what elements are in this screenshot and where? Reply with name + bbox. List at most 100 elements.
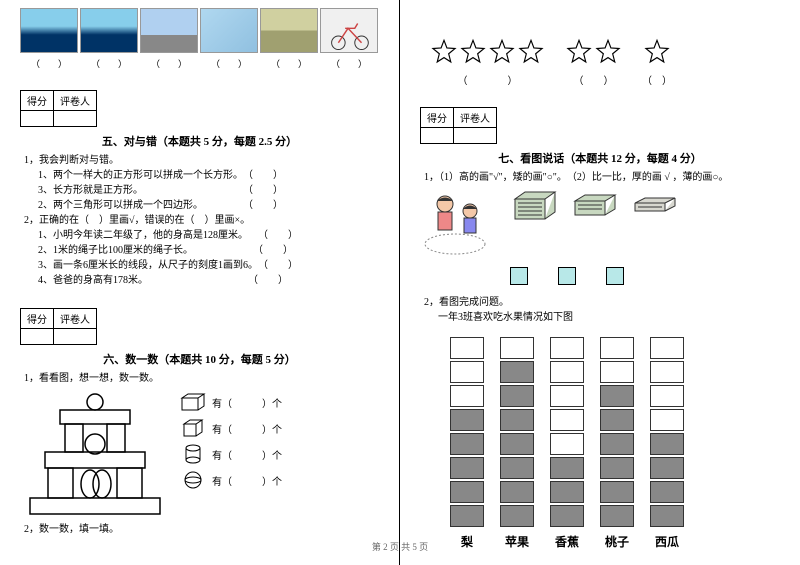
bar-cell [500,505,534,527]
books-row [510,189,680,224]
bar-cell [450,361,484,383]
star-icon [643,38,671,66]
bar-cell [500,457,534,479]
count-cylinder: 有（ ）个 [180,444,282,464]
score-box-5: 得分评卷人 [20,90,97,127]
grader-label: 评卷人 [54,91,97,111]
grader-label: 评卷人 [54,309,97,329]
bar-cell [600,385,634,407]
vehicle-images [20,8,379,53]
paren: （ ） [80,57,138,70]
count-cuboid: 有（ ）个 [180,392,282,412]
bar-cell [600,337,634,359]
score-blank[interactable] [21,329,54,345]
bar-cell [550,385,584,407]
star-paren: （ ） [574,72,614,87]
blocks-figure [20,392,170,522]
star-icon [594,38,622,66]
bar-column [600,337,634,527]
answer-squares [510,267,780,285]
bar-cell [550,337,584,359]
grader-blank[interactable] [54,111,97,127]
star-icon [459,38,487,66]
score-label: 得分 [21,91,54,111]
bar-cell [550,505,584,527]
count-sphere: 有（ ）个 [180,470,282,490]
image-paren-row: （ ） （ ） （ ） （ ） （ ） （ ） [20,57,379,70]
count-label: 有（ ）个 [212,447,282,462]
q7-2: 2，看图完成问题。 [424,295,780,310]
image-ship [20,8,78,53]
q5-2-3: 3、画一条6厘米长的线段，从尺子的刻度1画到6。 （ ） [38,258,379,273]
bar-cell [600,361,634,383]
image-ferry [80,8,138,53]
kids-image [420,189,500,259]
answer-box[interactable] [510,267,528,285]
image-helicopter [200,8,258,53]
q5-1: 1，我会判断对与错。 [24,153,379,168]
star-icon [565,38,593,66]
stars-row: （ ） （ ） （ ） [430,38,780,87]
score-blank[interactable] [421,128,454,144]
q5-1-3: 2、两个三角形可以拼成一个四边形。 （ ） [38,198,379,213]
bar-column [650,337,684,527]
bar-cell [650,385,684,407]
count-section: 有（ ）个 有（ ）个 有（ ）个 有（ ）个 [20,392,379,522]
star-paren: （ ） [458,72,518,87]
bar-cell [500,409,534,431]
bar-cell [650,409,684,431]
sphere-icon [180,470,206,490]
star-icon [488,38,516,66]
bar-cell [500,385,534,407]
bar-cell [600,505,634,527]
bar-cell [500,361,534,383]
q5-2-4: 4、爸爸的身高有178米。 （ ） [38,273,379,288]
bar-cell [500,481,534,503]
right-column: （ ） （ ） （ ） 得分评卷人 七、看图说话（本题共 12 分，每题 4 分… [400,0,800,565]
grader-blank[interactable] [54,329,97,345]
q5-2-2: 2、1米的绳子比100厘米的绳子长。 （ ） [38,243,379,258]
paren: （ ） [320,57,378,70]
bar-cell [550,433,584,455]
bar-cell [500,433,534,455]
score-box-7: 得分评卷人 [420,107,497,144]
bar-cell [650,457,684,479]
bar-cell [450,337,484,359]
image-bike [320,8,378,53]
q7-figures [420,189,780,259]
bar-cell [450,505,484,527]
star-icon [517,38,545,66]
score-blank[interactable] [21,111,54,127]
count-list: 有（ ）个 有（ ）个 有（ ）个 有（ ）个 [180,392,282,496]
star-paren: （ ） [642,72,672,87]
paren: （ ） [20,57,78,70]
bar-cell [650,361,684,383]
count-cube: 有（ ）个 [180,418,282,438]
answer-box[interactable] [606,267,624,285]
count-label: 有（ ）个 [212,395,282,410]
q6-2: 2，数一数，填一填。 [24,522,379,537]
fruit-chart [450,337,780,527]
bar-cell [650,505,684,527]
bar-cell [450,385,484,407]
bar-cell [550,457,584,479]
book-thin [630,189,680,224]
paren: （ ） [140,57,198,70]
bar-cell [550,361,584,383]
q7-1: 1，（1）高的画"√"，矮的画"○"。 （2）比一比，厚的画 √ ，薄的画○。 [424,170,780,185]
section5-title: 五、对与错（本题共 5 分，每题 2.5 分） [20,133,379,149]
answer-box[interactable] [558,267,576,285]
image-truck [260,8,318,53]
bar-cell [600,457,634,479]
bar-column [550,337,584,527]
section6-title: 六、数一数（本题共 10 分，每题 5 分） [20,351,379,367]
cuboid-icon [180,392,206,412]
bar-cell [650,433,684,455]
grader-blank[interactable] [454,128,497,144]
cylinder-icon [180,444,206,464]
bar-column [450,337,484,527]
book-thick [510,189,560,224]
q5-2: 2，正确的在（ ）里画√，错误的在（ ）里画×。 [24,213,379,228]
q7-2-sub: 一年3班喜欢吃水果情况如下图 [438,310,780,325]
bar-cell [450,433,484,455]
